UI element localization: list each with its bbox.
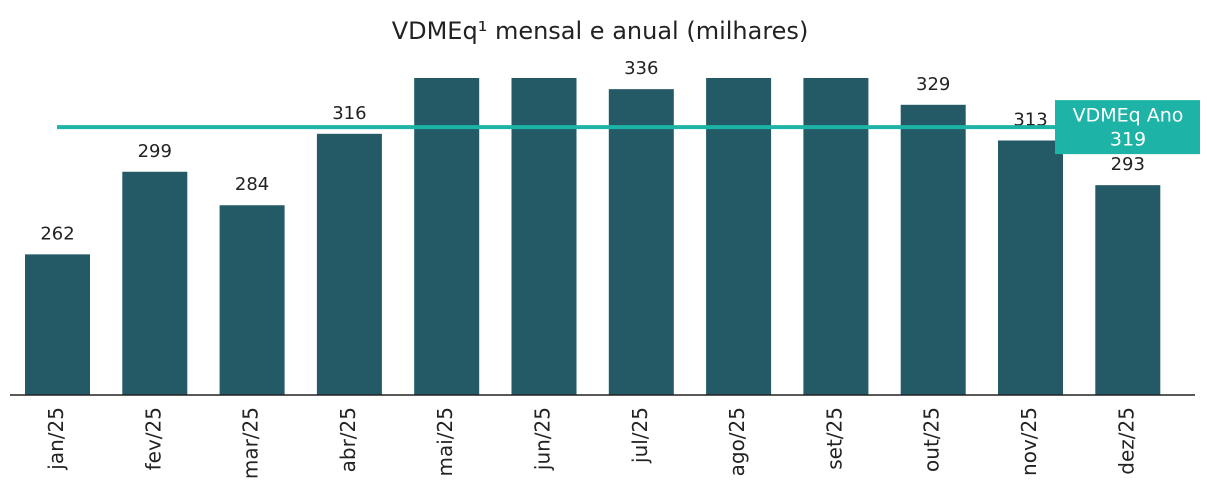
bar (803, 78, 869, 395)
x-tick-label: ago/25 (725, 407, 749, 476)
data-label: 284 (235, 174, 269, 195)
bar (511, 78, 577, 395)
x-tick-label: dez/25 (1114, 407, 1138, 475)
bar (316, 133, 382, 395)
bar (998, 140, 1063, 395)
x-tick-label: jun/25 (531, 407, 555, 471)
average-box (1055, 100, 1200, 155)
x-tick-label: mar/25 (239, 407, 263, 479)
x-tick-label: jan/25 (44, 407, 68, 471)
data-label: 293 (1111, 154, 1145, 175)
x-tick-label: out/25 (920, 407, 944, 472)
x-tick-label: fev/25 (141, 407, 165, 470)
data-label: 299 (138, 141, 172, 162)
bar (608, 89, 674, 395)
bar (706, 78, 772, 395)
bar (1095, 185, 1161, 395)
data-label: 262 (40, 223, 74, 244)
x-tick-label: jul/25 (628, 407, 652, 464)
average-label: VDMEq Ano (1073, 105, 1184, 127)
bar (122, 171, 188, 395)
x-tick-label: mai/25 (433, 407, 457, 476)
x-tick-label: nov/25 (1017, 407, 1041, 476)
bar (900, 104, 966, 396)
x-tick-label: set/25 (822, 407, 846, 470)
bar (219, 205, 285, 395)
data-label: 336 (624, 58, 658, 79)
data-label: 316 (332, 103, 366, 124)
data-label: 329 (916, 74, 950, 95)
bar (25, 254, 90, 395)
average-value: 319 (1110, 129, 1146, 151)
bar (414, 78, 480, 395)
chart-title: VDMEq¹ mensal e anual (milhares) (392, 17, 809, 45)
x-tick-label: abr/25 (336, 407, 360, 472)
